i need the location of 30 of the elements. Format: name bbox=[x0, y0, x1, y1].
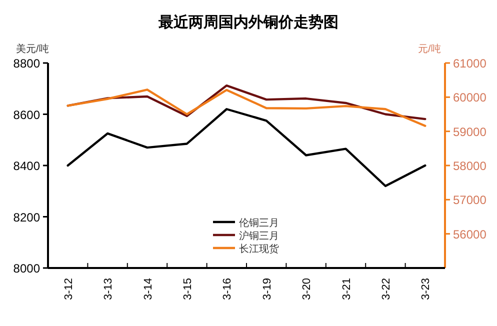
x-tick-label: 3-16 bbox=[222, 278, 234, 300]
y2-axis-title: 元/吨 bbox=[418, 43, 441, 55]
y-axis-title: 美元/吨 bbox=[16, 43, 49, 55]
x-tick-label: 3-20 bbox=[301, 278, 314, 300]
line-series bbox=[66, 108, 426, 188]
y-tick-label: 8600 bbox=[13, 108, 40, 122]
x-tick-label: 3-23 bbox=[420, 278, 432, 300]
x-tick-label: 3-13 bbox=[102, 278, 115, 300]
y-tick-label: 8000 bbox=[13, 262, 40, 276]
x-tick-label: 3-19 bbox=[261, 278, 274, 300]
chart-title: 最近两周国内外铜价走势图 bbox=[158, 14, 338, 31]
x-tick-label: 3-12 bbox=[62, 278, 75, 300]
legend-label: 沪铜三月 bbox=[239, 230, 279, 242]
y-tick-label: 8200 bbox=[13, 210, 40, 224]
x-tick-label: 3-14 bbox=[142, 278, 154, 300]
y2-tick-label: 59000 bbox=[453, 124, 487, 139]
y2-tick-label: 60000 bbox=[453, 90, 487, 105]
x-tick-label: 3-21 bbox=[340, 278, 353, 300]
y-tick-label: 8400 bbox=[13, 159, 40, 173]
x-tick-label: 3-22 bbox=[380, 278, 392, 300]
line-series bbox=[66, 84, 426, 120]
legend-label: 伦铜三月 bbox=[239, 217, 279, 229]
y2-tick-label: 61000 bbox=[453, 56, 487, 70]
line-series bbox=[66, 88, 426, 127]
y-tick-label: 8800 bbox=[13, 56, 40, 70]
y2-tick-label: 57000 bbox=[453, 193, 487, 208]
y2-tick-label: 58000 bbox=[453, 159, 487, 173]
y2-tick-label: 56000 bbox=[453, 227, 487, 242]
x-tick-label: 3-15 bbox=[182, 278, 194, 300]
legend-label: 长江现货 bbox=[239, 243, 279, 255]
